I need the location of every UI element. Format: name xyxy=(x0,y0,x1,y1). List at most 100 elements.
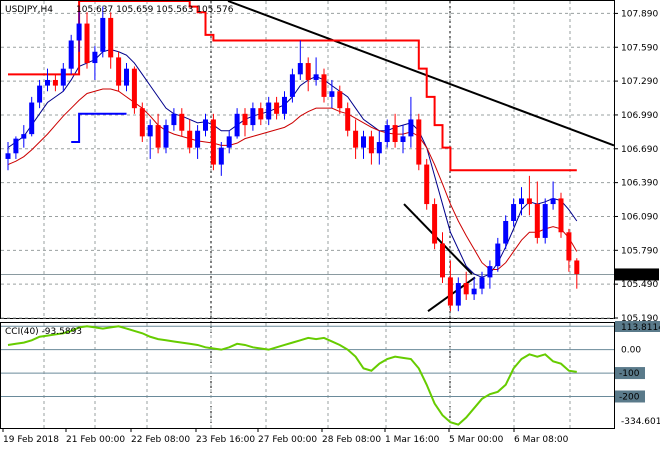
cci-tick-label: 0.00 xyxy=(621,346,641,356)
current-price-label: 105.576 xyxy=(621,270,658,280)
candle-body xyxy=(234,113,240,137)
price-tick-label: 105.490 xyxy=(621,280,658,290)
candle-body xyxy=(519,198,524,205)
time-tick-label: 28 Feb 08:00 xyxy=(322,435,381,445)
candle xyxy=(5,142,11,171)
candle xyxy=(424,158,430,210)
cci-tick-label: -200 xyxy=(619,392,640,402)
candle-body xyxy=(313,74,319,80)
candle xyxy=(210,113,216,171)
candle xyxy=(384,119,390,148)
candle-body xyxy=(226,136,232,148)
time-tick-label: 19 Feb 2018 xyxy=(3,435,59,445)
upper_channel-line xyxy=(8,1,577,172)
candle-body xyxy=(289,74,295,97)
candle xyxy=(29,96,35,137)
time-tick-label: 6 Mar 08:00 xyxy=(514,435,569,445)
candle xyxy=(116,51,122,92)
candle xyxy=(408,96,414,148)
symbol-title: USDJPY,H4 xyxy=(5,5,53,15)
candle-body xyxy=(416,119,422,165)
candle-body xyxy=(534,204,540,238)
candle-body xyxy=(392,125,398,143)
cci-max-box xyxy=(615,321,660,332)
candle-body xyxy=(337,91,343,109)
price-tick-label: 106.390 xyxy=(621,179,658,189)
candle-body xyxy=(171,113,177,126)
candle xyxy=(392,113,398,148)
time-tick-label: 22 Feb 08:00 xyxy=(131,435,190,445)
candle xyxy=(60,63,66,92)
candle xyxy=(463,271,469,300)
candle xyxy=(147,119,153,159)
candle xyxy=(305,57,311,92)
candle-body xyxy=(210,119,216,165)
candle-body xyxy=(52,79,58,86)
cci-tick-label: 113.8114 xyxy=(621,323,660,333)
candle-body xyxy=(274,102,280,114)
candle-body xyxy=(384,125,390,143)
candle xyxy=(368,130,374,165)
time-tick-label: 5 Mar 00:00 xyxy=(449,435,504,445)
candle xyxy=(108,12,114,69)
price-tick-label: 105.190 xyxy=(621,314,658,324)
candle-body xyxy=(84,23,90,64)
candle xyxy=(187,119,193,154)
candle xyxy=(195,125,201,159)
candle xyxy=(353,119,359,159)
candle-body xyxy=(558,198,564,233)
candle xyxy=(84,12,90,69)
candle-body xyxy=(147,125,153,137)
candle-body xyxy=(5,153,11,159)
candle xyxy=(131,66,137,114)
candle xyxy=(542,198,548,244)
price-tick-label: 107.590 xyxy=(621,43,658,53)
candle-body xyxy=(92,51,98,64)
candle-body xyxy=(266,102,272,120)
cci-level-box xyxy=(615,390,645,403)
candle xyxy=(337,85,343,114)
candle-body xyxy=(139,108,145,137)
candle xyxy=(155,113,161,154)
candle xyxy=(13,136,19,159)
candle xyxy=(250,102,256,131)
time-tick-label: 27 Feb 00:00 xyxy=(258,435,317,445)
candle-body xyxy=(329,91,335,97)
candle-body xyxy=(471,288,477,295)
trendline-resistance xyxy=(227,1,614,147)
candle-body xyxy=(187,130,193,148)
candle xyxy=(52,74,58,92)
candle xyxy=(440,232,445,284)
candle-body xyxy=(21,134,27,139)
price-tick-label: 107.290 xyxy=(621,77,658,87)
candle xyxy=(163,119,169,154)
candle xyxy=(124,63,129,92)
candle-body xyxy=(242,113,248,126)
ohlc-readout: 105.637 105.659 105.563 105.576 xyxy=(76,5,234,15)
candle xyxy=(100,6,106,58)
candle-body xyxy=(447,277,453,306)
time-axis: 19 Feb 2018 21 Feb 00:00 22 Feb 08:00 23 Fe… xyxy=(2,428,569,445)
candle-body xyxy=(203,119,208,131)
candle xyxy=(21,125,27,148)
candle-body xyxy=(297,63,303,75)
candle xyxy=(37,79,43,109)
time-tick-label: 1 Mar 16:00 xyxy=(385,435,440,445)
candle xyxy=(68,34,74,75)
price-tick-label: 105.790 xyxy=(621,246,658,256)
red_ma-line xyxy=(7,88,578,270)
candle xyxy=(297,40,303,80)
candle-body xyxy=(424,164,430,205)
candle xyxy=(479,271,485,295)
candle xyxy=(289,68,295,103)
price-tick-label: 106.990 xyxy=(621,111,658,121)
candle xyxy=(511,198,517,227)
candle xyxy=(574,258,580,289)
candle-body xyxy=(29,102,35,135)
candle xyxy=(534,181,540,244)
candle-body xyxy=(68,40,74,69)
candle xyxy=(558,192,564,238)
candle xyxy=(526,175,532,216)
